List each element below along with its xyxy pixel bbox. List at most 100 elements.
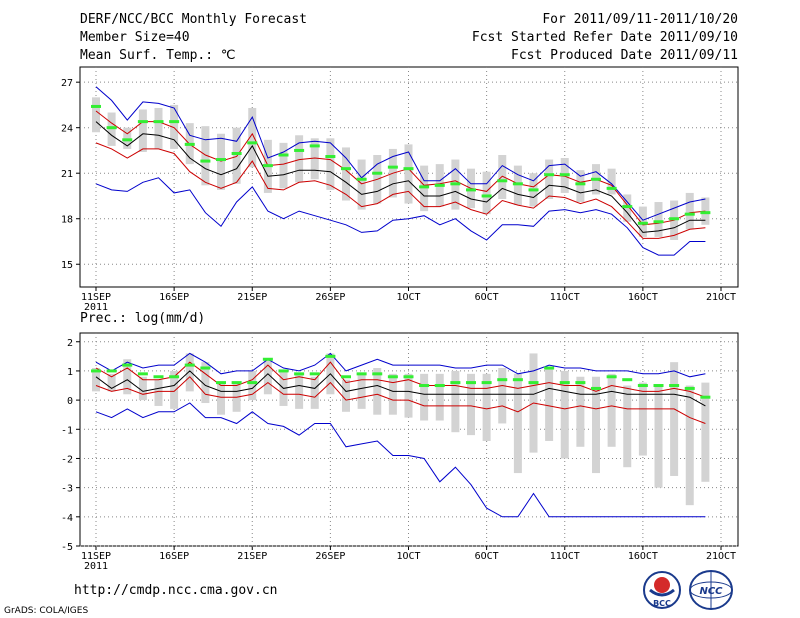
prec-box (545, 368, 554, 441)
temp-box (170, 104, 179, 149)
prec-median-marker (153, 375, 164, 379)
prec-xtick-label: 6OCT (475, 551, 499, 562)
temp-box (92, 97, 100, 133)
temp-median-marker (481, 194, 492, 198)
temp-median-marker (559, 173, 570, 177)
temp-median-marker (309, 144, 320, 148)
precip-panel-title: Prec.: log(mm/d) (80, 311, 205, 326)
temp-year-label: 2011 (84, 302, 108, 313)
forecast-period: For 2011/09/11-2011/10/20 (542, 12, 738, 27)
prec-median-marker (512, 378, 523, 382)
temp-box (685, 192, 694, 230)
temp-xtick-label: 21OCT (706, 292, 736, 303)
temp-ytick-label: 15 (61, 260, 73, 271)
temp-median-marker (169, 120, 180, 124)
temp-box (248, 107, 257, 168)
temp-median-marker (512, 182, 523, 186)
prec-median-marker (559, 381, 570, 385)
prec-year-label: 2011 (84, 561, 108, 572)
prec-median-marker (231, 381, 242, 385)
temp-box (279, 142, 288, 189)
temp-median-marker (528, 188, 539, 192)
temp-median-marker (341, 167, 351, 171)
prec-xtick-label: 16OCT (628, 551, 658, 562)
prec-xtick-label: 16SEP (159, 551, 189, 562)
ncc-logo-text: NCC (699, 586, 723, 597)
prec-ytick-label: 1 (67, 367, 73, 378)
ncc-logo: NCC (689, 570, 733, 610)
prec-box (342, 379, 350, 412)
prec-median-marker (622, 378, 633, 382)
prec-median-marker (653, 384, 664, 388)
produced-date: Fcst Produced Date 2011/09/11 (511, 48, 738, 63)
prec-median-marker (403, 375, 414, 379)
prec-median-marker (497, 378, 508, 382)
prec-median-marker (528, 381, 539, 385)
prec-mean-plus-sd-line (95, 361, 706, 398)
prec-median-marker (91, 369, 101, 373)
member-size: Member Size=40 (80, 30, 190, 45)
prec-median-marker (247, 381, 258, 385)
prec-xtick-label: 21SEP (237, 551, 267, 562)
prec-ytick-label: -5 (61, 542, 73, 553)
temp-median-marker (591, 177, 601, 181)
temp-mean-minus-sd-line (95, 142, 706, 239)
temp-median-marker (450, 182, 461, 186)
prec-ytick-label: 2 (67, 338, 73, 349)
prec-median-marker (450, 381, 461, 385)
temp-mean-line (95, 121, 706, 233)
temp-median-marker (106, 126, 117, 130)
temp-box (138, 109, 147, 152)
temp-box (513, 165, 522, 206)
temp-median-marker (153, 120, 164, 124)
prec-median-marker (309, 372, 320, 376)
temp-median-marker (497, 179, 508, 183)
precipitation-panel: 11SEP 16SEP 21SEP 26SEP 1OCT 6OCT 11OCT 16OCT 21… (61, 332, 739, 572)
temp-median-marker (137, 120, 148, 124)
prec-median-marker (262, 357, 273, 361)
temp-median-marker (606, 186, 617, 190)
temp-box (654, 202, 663, 237)
source-url[interactable]: http://cmdp.ncc.cma.gov.cn (74, 583, 278, 598)
variable-label: Mean Surf. Temp.: ℃ (80, 48, 236, 63)
temp-box (326, 138, 335, 190)
prec-median-marker (278, 369, 289, 373)
prec-box (467, 373, 475, 436)
prec-box (123, 359, 132, 395)
prec-xtick-label: 21OCT (706, 551, 736, 562)
temp-median-marker (653, 220, 664, 224)
temp-median-marker (356, 177, 367, 181)
temp-ytick-label: 21 (61, 169, 73, 180)
temp-median-marker (184, 142, 195, 146)
temp-median-marker (231, 151, 242, 155)
prec-xtick-label: 11SEP (81, 551, 111, 562)
prec-box (560, 370, 569, 459)
prec-median-marker (434, 384, 445, 388)
temp-xtick-label: 16SEP (159, 292, 189, 303)
prec-box (217, 382, 225, 415)
temp-median-marker (216, 158, 226, 162)
temp-box (217, 133, 225, 190)
temp-median-marker (200, 159, 211, 163)
temperature-panel: 11SEP 16SEP 21SEP 26SEP 1OCT 6OCT 11OCT 16OCT 21… (61, 66, 739, 313)
temp-max-line (95, 86, 706, 221)
temp-box (545, 159, 554, 199)
prec-box (482, 373, 491, 441)
prec-box (404, 373, 413, 418)
temp-median-marker (122, 138, 133, 142)
prec-median-marker (294, 372, 305, 376)
temp-median-marker (262, 164, 273, 168)
temp-xtick-label: 6OCT (475, 292, 499, 303)
temp-box (154, 107, 163, 149)
prec-max-line (95, 352, 706, 378)
prec-box (154, 379, 163, 406)
prec-box (638, 382, 647, 456)
prec-mean-minus-sd-line (95, 376, 706, 424)
temp-median-marker (622, 205, 633, 209)
prec-box (592, 376, 600, 474)
prec-median-marker (372, 372, 383, 376)
prec-median-marker (544, 366, 555, 370)
prec-median-marker (637, 384, 648, 388)
prec-box (263, 359, 272, 395)
temp-xtick-label: 11SEP (81, 292, 111, 303)
